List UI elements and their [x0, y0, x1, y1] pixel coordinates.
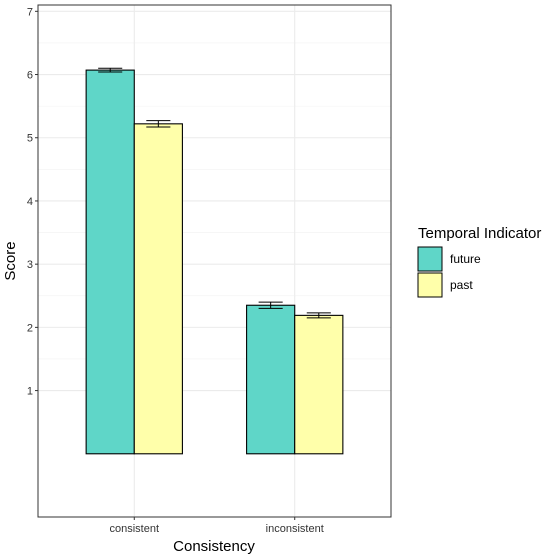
error-bars [98, 67, 331, 319]
y-tick-label: 2 [27, 322, 33, 334]
legend-swatch-future [417, 246, 443, 272]
y-tick-label: 5 [27, 133, 33, 145]
x-axis-title: Consistency [173, 538, 255, 555]
y-tick-label: 6 [27, 70, 33, 82]
legend-label-past: past [450, 278, 473, 292]
bar-future-consistent [85, 69, 135, 455]
bars [85, 69, 344, 455]
y-axis-ticks: 1 2 3 4 5 6 7 [27, 6, 38, 398]
y-tick-label: 7 [27, 6, 33, 18]
bar-past-inconsistent [294, 314, 344, 455]
y-tick-label: 4 [27, 196, 33, 208]
legend-items: future past [417, 246, 481, 298]
y-tick-label: 3 [27, 259, 33, 271]
panel-border [37, 4, 392, 518]
legend-swatch-past [417, 272, 443, 298]
legend-label-future: future [450, 252, 481, 266]
x-tick-label-consistent: consistent [110, 523, 160, 535]
y-axis-title: Score [2, 241, 19, 280]
bar-past-consistent [133, 123, 183, 455]
x-axis-ticks: consistent inconsistent [110, 517, 324, 535]
bar-future-inconsistent [246, 304, 296, 455]
legend-title: Temporal Indicator [418, 225, 541, 242]
x-tick-label-inconsistent: inconsistent [266, 523, 324, 535]
legend: Temporal Indicator future past [417, 225, 541, 298]
y-tick-label: 1 [27, 386, 33, 398]
